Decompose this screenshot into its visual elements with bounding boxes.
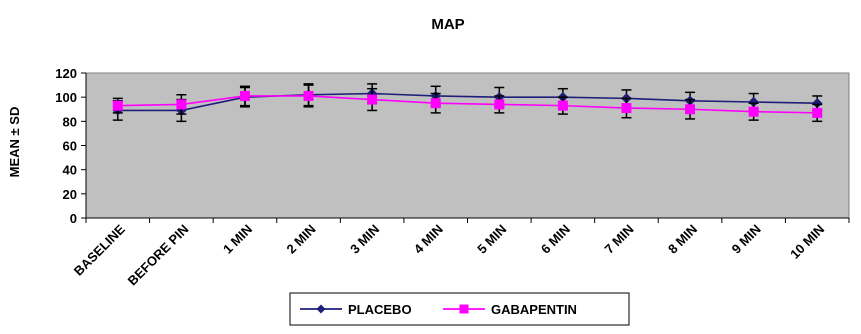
legend-marker-square [459, 304, 469, 314]
data-point-square [367, 94, 378, 105]
data-point-square [239, 90, 250, 101]
legend-item-gabapentin: GABAPENTIN [443, 302, 577, 317]
y-tick-label: 0 [70, 211, 77, 226]
data-point-square [494, 99, 505, 110]
x-tick-label: 8 MIN [665, 222, 700, 257]
chart-title: MAP [431, 16, 464, 33]
plot-background [85, 72, 850, 219]
y-tick-label: 60 [63, 139, 77, 154]
x-tick-label: 1 MIN [220, 222, 255, 257]
data-point-square [430, 98, 441, 109]
data-point-square [303, 90, 314, 101]
x-tick-label: 3 MIN [347, 222, 382, 257]
legend-item-placebo: PLACEBO [300, 302, 412, 317]
data-point-square [812, 107, 823, 118]
x-tick-label: BEFORE PIN [125, 222, 192, 289]
data-point-square [685, 104, 696, 115]
series-gabapentin [112, 84, 823, 123]
y-tick-label: 40 [63, 163, 77, 178]
y-tick-label: 20 [63, 187, 77, 202]
legend-label: PLACEBO [348, 302, 412, 317]
x-tick-label: 4 MIN [411, 222, 446, 257]
x-tick-label: 6 MIN [538, 222, 573, 257]
data-point-square [557, 100, 568, 111]
y-tick-label: 80 [63, 114, 77, 129]
data-point-square [748, 106, 759, 117]
x-tick-label: BASELINE [71, 221, 128, 278]
data-point-square [621, 103, 632, 114]
data-point-square [112, 100, 123, 111]
legend-label: GABAPENTIN [491, 302, 577, 317]
series-line [117, 95, 818, 114]
y-axis-label: MEAN ± SD [7, 107, 22, 178]
data-point-square [176, 99, 187, 110]
legend: PLACEBO GABAPENTIN [289, 292, 630, 326]
x-tick-label: 5 MIN [474, 222, 509, 257]
y-tick-label: 100 [55, 90, 77, 105]
y-tick-label: 120 [55, 66, 77, 81]
x-tick-label: 2 MIN [284, 222, 319, 257]
x-tick-label: 10 MIN [787, 222, 827, 262]
legend-marker-diamond [316, 304, 326, 314]
x-tick-label: 9 MIN [729, 222, 764, 257]
series-line [117, 92, 818, 112]
x-tick-label: 7 MIN [601, 222, 636, 257]
